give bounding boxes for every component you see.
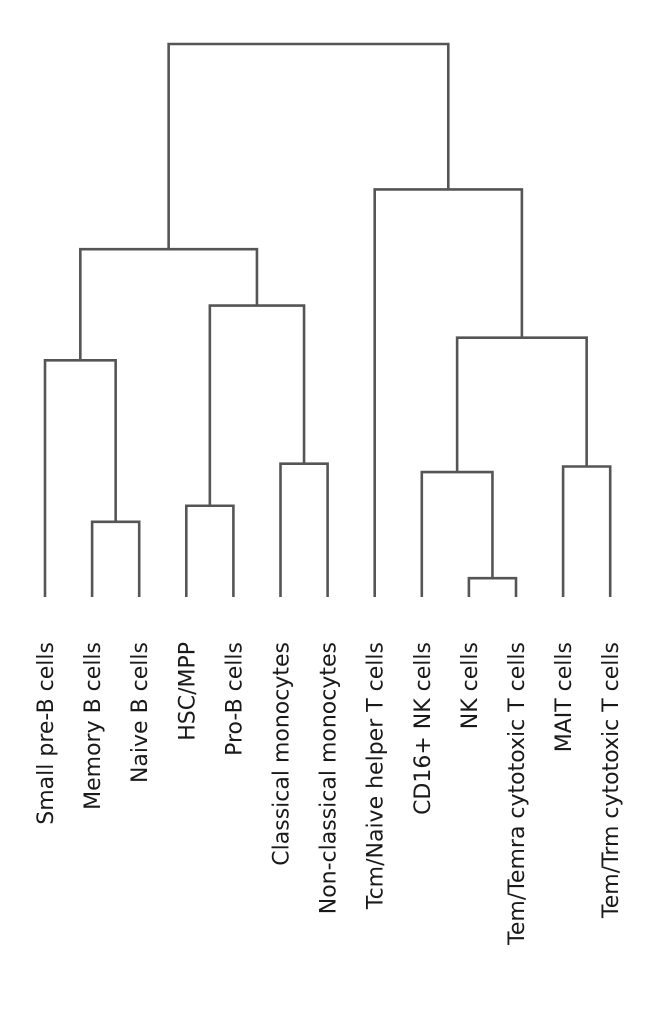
leaf-label-tcm-naive-helper-t-cells: Tcm/Naive helper T cells [364, 642, 389, 910]
dendrogram-link-n6 [467, 576, 518, 597]
leaf-label-nk-cells: NK cells [458, 642, 483, 729]
leaf-label-cd16-nk-cells: CD16+ NK cells [411, 642, 436, 815]
dendrogram-link-n8 [561, 465, 612, 597]
dendrogram-link-n3 [279, 462, 329, 597]
dendrogram-link-n9 [455, 336, 588, 473]
dendrogram-link-n11 [167, 42, 450, 250]
leaf-label-non-classical-monocytes: Non-classical monocytes [317, 642, 342, 914]
leaf-label-tem-temra-cytotoxic-t-cells: Tem/Temra cytotoxic T cells [505, 642, 530, 946]
dendrogram-link-n4 [208, 304, 306, 506]
leaf-label-mait-cells: MAIT cells [552, 642, 577, 752]
dendrogram-link-n0 [90, 520, 141, 597]
dendrogram-links [43, 42, 612, 597]
dendrogram-link-n10 [373, 188, 524, 597]
leaf-label-classical-monocytes: Classical monocytes [270, 642, 295, 866]
leaf-label-naive-b-cells: Naive B cells [128, 642, 153, 783]
dendrogram-link-n1 [43, 359, 117, 597]
leaf-label-pro-b-cells: Pro-B cells [222, 642, 247, 756]
leaf-label-hsc-mpp: HSC/MPP [175, 642, 200, 741]
dendrogram-link-n2 [185, 504, 235, 597]
leaf-label-memory-b-cells: Memory B cells [81, 642, 106, 810]
leaf-label-small-pre-b-cells: Small pre-B cells [34, 642, 59, 825]
leaf-label-tem-trm-cytotoxic-t-cells: Tem/Trm cytotoxic T cells [599, 642, 624, 919]
dendrogram-leaf-labels: Small pre-B cells Memory B cells Naive B c… [34, 642, 624, 946]
